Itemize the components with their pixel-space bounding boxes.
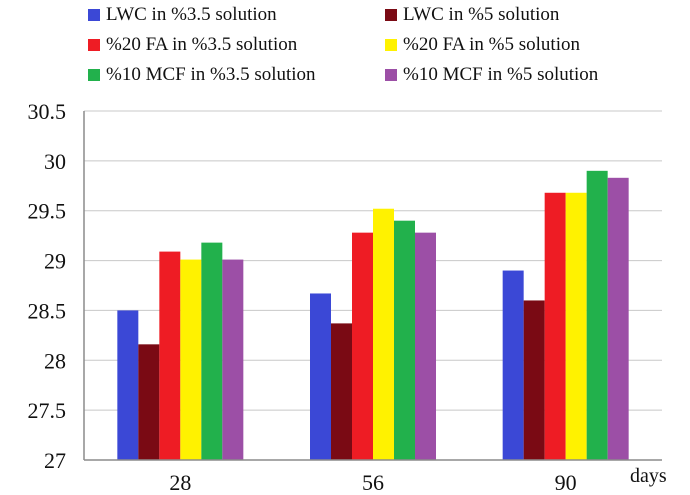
y-tick-label: 28.5 bbox=[28, 298, 67, 323]
legend-label-mcf-5: %10 MCF in %5 solution bbox=[403, 64, 599, 85]
bar bbox=[373, 208, 394, 460]
bar bbox=[565, 192, 587, 460]
bar bbox=[502, 270, 524, 460]
y-tick-label: 29 bbox=[44, 249, 66, 274]
bar bbox=[586, 170, 608, 461]
x-axis-label: days bbox=[630, 465, 667, 487]
bar bbox=[159, 251, 181, 460]
x-tick-label: 90 bbox=[555, 470, 577, 495]
y-tick-label: 29.5 bbox=[28, 199, 67, 224]
legend-label-lwc-5: LWC in %5 solution bbox=[403, 4, 560, 25]
bar bbox=[394, 220, 415, 460]
legend-label-fa-5: %20 FA in %5 solution bbox=[403, 34, 580, 55]
bar bbox=[544, 192, 566, 460]
bar bbox=[117, 310, 139, 460]
legend-label-mcf-3-5: %10 MCF in %3.5 solution bbox=[106, 64, 316, 85]
bar bbox=[331, 323, 352, 460]
bar bbox=[201, 242, 223, 460]
y-tick-label: 27.5 bbox=[28, 398, 67, 423]
y-tick-label: 27 bbox=[44, 448, 66, 473]
bar bbox=[180, 259, 202, 460]
bars bbox=[117, 170, 629, 461]
x-tick-label: 28 bbox=[169, 470, 191, 495]
x-tick-labels: 28 56 90 bbox=[169, 470, 576, 495]
legend-swatch-mcf-5 bbox=[385, 69, 397, 81]
y-tick-label: 30 bbox=[44, 149, 66, 174]
legend-item-fa-3-5: %20 FA in %3.5 solution bbox=[88, 34, 297, 56]
legend-item-lwc-5: LWC in %5 solution bbox=[385, 4, 559, 26]
legend-item-fa-5: %20 FA in %5 solution bbox=[385, 34, 580, 56]
y-tick-label: 30.5 bbox=[28, 99, 67, 124]
legend-label-fa-3-5: %20 FA in %3.5 solution bbox=[106, 34, 298, 55]
bar bbox=[222, 259, 244, 460]
legend-swatch-lwc-3-5 bbox=[88, 9, 100, 21]
bar bbox=[415, 232, 436, 460]
axes bbox=[83, 111, 662, 461]
y-tick-labels: 27 27.5 28 28.5 29 29.5 30 30.5 bbox=[28, 99, 67, 473]
bar bbox=[138, 344, 160, 460]
legend-swatch-fa-3-5 bbox=[88, 39, 100, 51]
bar bbox=[352, 232, 373, 460]
legend-item-mcf-5: %10 MCF in %5 solution bbox=[385, 64, 598, 86]
legend-swatch-lwc-5 bbox=[385, 9, 397, 21]
bar bbox=[310, 293, 331, 460]
legend-swatch-mcf-3-5 bbox=[88, 69, 100, 81]
legend-label-lwc-3-5: LWC in %3.5 solution bbox=[106, 4, 277, 25]
x-tick-label: 56 bbox=[362, 470, 384, 495]
legend-item-lwc-3-5: LWC in %3.5 solution bbox=[88, 4, 277, 26]
y-tick-label: 28 bbox=[44, 348, 66, 373]
bar bbox=[607, 177, 629, 460]
legend-item-mcf-3-5: %10 MCF in %3.5 solution bbox=[88, 64, 316, 86]
legend-swatch-fa-5 bbox=[385, 39, 397, 51]
bar bbox=[523, 300, 545, 460]
